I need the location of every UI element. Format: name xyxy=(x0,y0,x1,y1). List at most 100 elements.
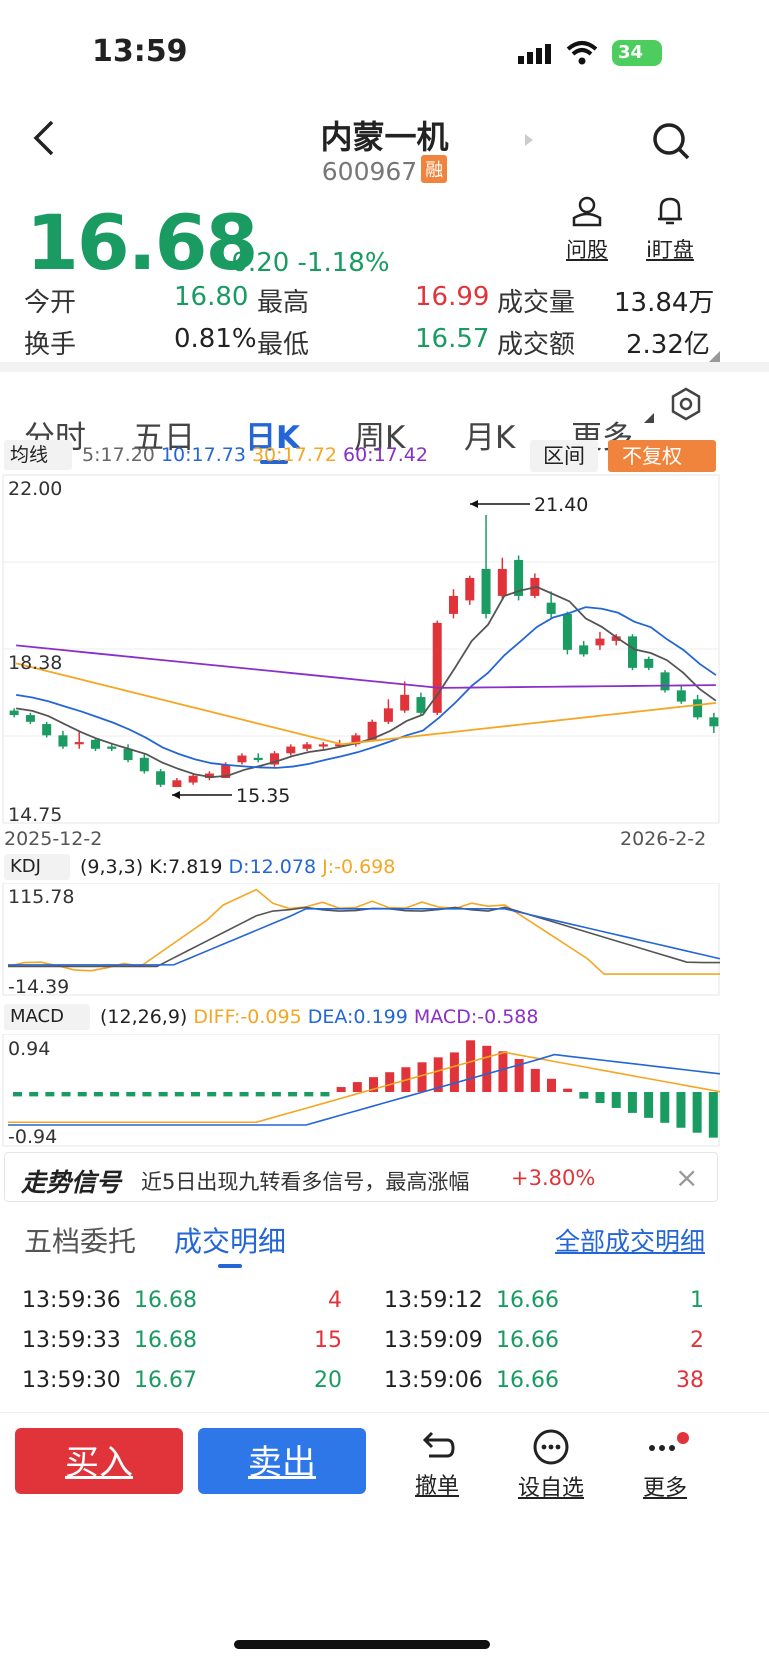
sell-button[interactable]: 卖出 xyxy=(198,1428,366,1494)
candle-body xyxy=(628,636,637,668)
kdj-k-line xyxy=(8,906,720,968)
price-change: -0.20 -1.18% xyxy=(222,248,390,278)
low-annotation: 15.35 xyxy=(236,785,291,807)
tab-monthly-k[interactable]: 月K xyxy=(464,420,516,456)
adjust-label: 不复权 xyxy=(622,444,682,468)
macd-bar xyxy=(676,1092,686,1128)
kdj-selector[interactable]: KDJ xyxy=(4,854,70,880)
settings-icon[interactable] xyxy=(668,386,704,426)
next-stock-icon[interactable] xyxy=(523,132,535,152)
adjust-button[interactable]: 不复权 xyxy=(608,440,716,472)
tab-weekly-k[interactable]: 周K xyxy=(354,420,406,456)
all-trades-link[interactable]: 全部成交明细 xyxy=(555,1227,706,1256)
macd-bar xyxy=(336,1087,346,1092)
kdj-chart[interactable] xyxy=(0,883,722,997)
trade-time: 13:59:09 xyxy=(384,1328,483,1353)
macd-bar xyxy=(45,1092,55,1097)
candle-body xyxy=(611,636,621,641)
ask-stock-label: 问股 xyxy=(566,238,608,262)
macd-params: (12,26,9) xyxy=(100,1006,188,1028)
macd-bar xyxy=(595,1092,605,1103)
macd-diff-line xyxy=(8,1051,721,1124)
more-button[interactable]: 更多 xyxy=(605,1428,725,1502)
macd-chart[interactable] xyxy=(0,1034,722,1148)
amount-label: 成交额 xyxy=(497,330,576,360)
kline-chart[interactable] xyxy=(0,474,722,826)
candle-body xyxy=(156,771,166,785)
ask-stock-button[interactable]: 问股 xyxy=(562,194,612,264)
signal-banner[interactable]: 走势信号 近5日出现九转看多信号，最高涨幅 +3.80% × xyxy=(4,1152,718,1202)
more-label: 更多 xyxy=(642,1476,687,1501)
macd-bar xyxy=(110,1092,120,1097)
expand-corner-icon[interactable] xyxy=(708,348,720,367)
high-label: 最高 xyxy=(257,288,310,318)
date-end: 2026-2-2 xyxy=(620,828,707,850)
macd-bar xyxy=(142,1092,152,1097)
macd-bar xyxy=(158,1092,168,1097)
add-watchlist-label: 设自选 xyxy=(517,1476,584,1501)
candle-body xyxy=(270,753,279,765)
low-value: 16.57 xyxy=(415,324,490,354)
candle-body xyxy=(107,746,117,749)
buy-button[interactable]: 买入 xyxy=(15,1428,183,1494)
macd-bar xyxy=(191,1092,200,1097)
y-axis-bottom: 14.75 xyxy=(8,804,63,826)
candle-body xyxy=(497,568,507,596)
candle-body xyxy=(644,658,654,668)
trade-price: 16.67 xyxy=(134,1368,197,1393)
high-value: 16.99 xyxy=(415,282,490,312)
candle-body xyxy=(204,773,214,779)
y-axis-top: 22.00 xyxy=(8,478,63,500)
kdj-y-bottom: -14.39 xyxy=(8,976,70,998)
trade-volume: 1 xyxy=(690,1288,704,1313)
macd-bar xyxy=(223,1092,233,1097)
ma-legend: 5:17.20 10:17.73 30:17.72 60:17.42 xyxy=(82,444,428,466)
trade-volume: 38 xyxy=(676,1368,704,1393)
tab-five-day[interactable]: 五日 xyxy=(133,420,195,456)
close-icon[interactable]: × xyxy=(675,1161,699,1194)
stock-code-line: 600967 融 xyxy=(0,155,769,186)
trade-volume: 15 xyxy=(314,1328,342,1353)
macd-bar xyxy=(433,1057,443,1092)
candle-body xyxy=(367,721,377,740)
back-button[interactable] xyxy=(30,118,60,162)
user-icon xyxy=(572,196,602,227)
candle-body xyxy=(25,715,35,722)
cancel-order-button[interactable]: 撤单 xyxy=(377,1428,497,1500)
battery-icon: 34 xyxy=(612,40,662,66)
tab-trade-detail[interactable]: 成交明细 xyxy=(174,1225,287,1258)
ma-selector[interactable]: 均线 xyxy=(4,440,72,470)
range-button[interactable]: 区间 xyxy=(530,440,598,472)
candle-body xyxy=(351,735,361,745)
trade-time: 13:59:06 xyxy=(384,1368,483,1393)
kdj-legend: (9,3,3) K:7.819 D:12.078 J:-0.698 xyxy=(80,856,395,878)
ma30-value: 30:17.72 xyxy=(251,444,337,466)
watch-label: i盯盘 xyxy=(646,238,694,262)
macd-bar xyxy=(498,1051,508,1092)
watch-button[interactable]: i盯盘 xyxy=(640,194,700,264)
trade-volume: 20 xyxy=(314,1368,342,1393)
add-watchlist-button[interactable]: 设自选 xyxy=(491,1428,611,1502)
ma10-line xyxy=(15,606,717,769)
open-label: 今开 xyxy=(24,288,77,318)
tab-daily-k[interactable]: 日K xyxy=(245,420,301,456)
more-dots-icon xyxy=(649,1432,689,1451)
candle-body xyxy=(595,638,605,646)
macd-selector[interactable]: MACD xyxy=(4,1004,90,1030)
macd-bar xyxy=(627,1092,637,1113)
kdj-label: KDJ xyxy=(10,856,41,877)
macd-bar xyxy=(449,1052,459,1092)
candle-body xyxy=(465,577,475,601)
change-percent: -1.18% xyxy=(297,248,390,278)
candle-body xyxy=(74,742,84,745)
macd-bar xyxy=(29,1092,39,1097)
candle-body xyxy=(449,595,458,614)
candle-body xyxy=(9,710,19,716)
tab-order-book[interactable]: 五档委托 xyxy=(24,1225,137,1258)
price-extreme-annotations xyxy=(172,500,530,799)
search-icon[interactable] xyxy=(650,120,692,166)
candle-body xyxy=(546,602,556,614)
candle-body xyxy=(123,748,133,761)
candle-body xyxy=(253,757,263,761)
macd-legend: (12,26,9) DIFF:-0.095 DEA:0.199 MACD:-0.… xyxy=(100,1006,538,1028)
